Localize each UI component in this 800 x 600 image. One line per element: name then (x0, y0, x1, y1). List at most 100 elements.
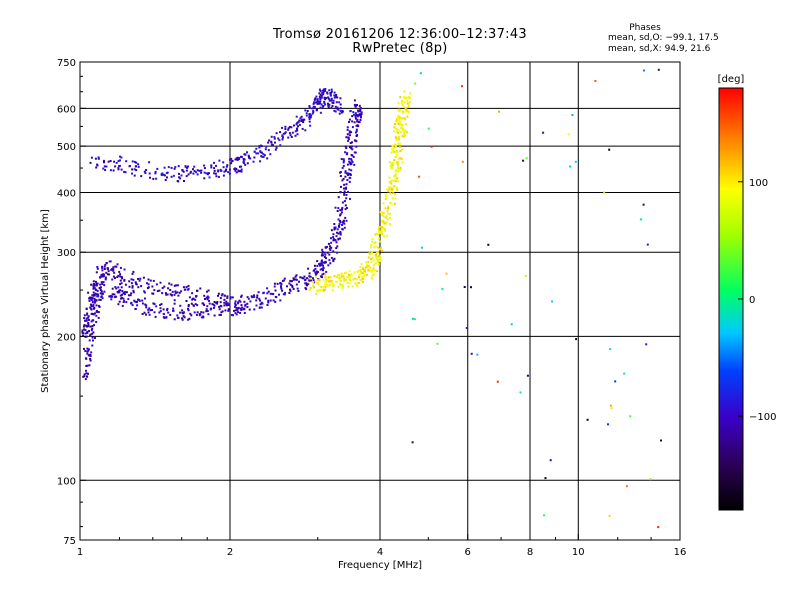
trace-3-point (403, 101, 406, 104)
trace-0-point (190, 314, 193, 317)
trace-3-point (367, 256, 370, 259)
trace-0-point (350, 158, 353, 161)
trace-2-point (149, 279, 152, 282)
trace-0-point (322, 267, 324, 270)
trace-1-point (328, 89, 331, 92)
trace-3-point (397, 158, 400, 161)
trace-3-point (390, 164, 392, 167)
trace-0-point (359, 114, 362, 117)
trace-0-point (348, 118, 351, 121)
trace-0-point (160, 303, 163, 306)
trace-2-point (223, 298, 226, 301)
trace-3-point (340, 273, 343, 276)
trace-0-point (258, 297, 261, 300)
trace-2-point (82, 375, 85, 378)
trace-3-point (362, 281, 364, 283)
trace-2-point (118, 270, 121, 273)
trace-0-point (319, 268, 322, 271)
trace-3-point (385, 221, 388, 224)
trace-2-point (96, 293, 99, 296)
trace-2-point (101, 265, 103, 268)
trace-3-point (367, 260, 370, 263)
trace-3-point (332, 285, 335, 288)
trace-2-point (173, 284, 176, 287)
trace-3-point (385, 234, 388, 237)
trace-1-point (320, 96, 323, 99)
trace-3-point (331, 281, 334, 284)
trace-3-point (383, 212, 386, 215)
trace-3-point (347, 276, 350, 279)
trace-1-point (306, 110, 309, 112)
trace-1-point (240, 170, 243, 173)
trace-2-point (166, 293, 169, 296)
trace-3-point (317, 288, 320, 291)
trace-0-point (344, 175, 347, 178)
trace-2-point (90, 308, 93, 311)
trace-3-point (390, 189, 393, 192)
trace-0-point (351, 126, 354, 129)
trace-3-point (401, 124, 404, 126)
trace-1-point (296, 129, 299, 132)
trace-0-point (355, 128, 358, 131)
trace-0-point (348, 160, 351, 163)
trace-0-point (213, 314, 216, 317)
trace-3-point (380, 225, 383, 228)
trace-1-point (90, 156, 93, 159)
trace-0-point (96, 289, 99, 292)
trace-3-point (377, 233, 379, 236)
trace-0-point (304, 287, 307, 289)
trace-0-point (319, 262, 322, 265)
trace-1-point (309, 124, 312, 127)
trace-2-point (131, 285, 134, 288)
trace-0-point (327, 242, 330, 245)
trace-3-point (388, 176, 391, 179)
noise-point (543, 514, 546, 517)
trace-1-point (228, 168, 231, 171)
trace-2-point (231, 296, 234, 299)
trace-2-point (88, 330, 90, 333)
trace-3-point (387, 207, 389, 210)
trace-0-point (167, 311, 170, 314)
trace-3-point (379, 211, 382, 214)
trace-3-point (384, 222, 387, 225)
trace-2-point (111, 278, 114, 281)
trace-3-point (354, 282, 357, 285)
trace-3-point (336, 275, 338, 278)
trace-0-point (339, 191, 342, 194)
trace-3-point (345, 278, 348, 281)
trace-3-point (371, 277, 374, 280)
trace-1-point (226, 164, 229, 167)
trace-0-point (266, 304, 269, 306)
trace-1-point (133, 174, 136, 177)
trace-0-point (283, 277, 286, 280)
trace-0-point (341, 208, 343, 211)
trace-0-point (341, 166, 344, 169)
trace-3-point (382, 215, 385, 218)
trace-3-point (348, 281, 351, 284)
trace-2-point (130, 278, 133, 281)
noise-point (660, 439, 662, 442)
trace-3-point (335, 280, 338, 283)
trace-2-point (89, 325, 92, 328)
trace-1-point (330, 88, 333, 91)
trace-0-point (196, 311, 199, 314)
trace-3-point (388, 188, 391, 191)
trace-3-point (391, 148, 394, 151)
trace-3-point (374, 233, 377, 236)
trace-3-point (370, 252, 373, 255)
trace-1-point (113, 160, 116, 163)
trace-0-point (350, 145, 353, 148)
trace-3-point (397, 122, 400, 125)
trace-1-point (330, 97, 333, 100)
trace-1-point (213, 161, 215, 164)
trace-1-point (117, 160, 120, 163)
trace-0-point (357, 125, 360, 128)
trace-0-point (113, 293, 116, 296)
trace-0-point (87, 291, 90, 294)
trace-2-point (95, 299, 98, 302)
trace-2-point (216, 301, 219, 303)
trace-1-point (298, 119, 301, 122)
trace-2-point (134, 281, 137, 284)
noise-point (470, 286, 472, 289)
trace-0-point (94, 288, 97, 291)
